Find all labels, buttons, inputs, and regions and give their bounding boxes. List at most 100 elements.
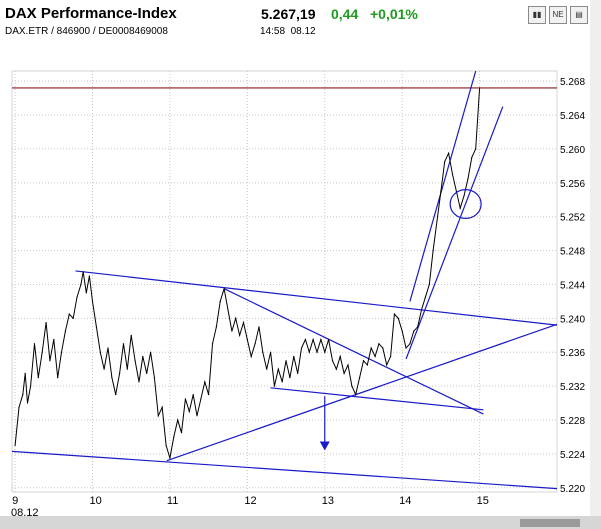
news-icon[interactable]: NE [549, 6, 567, 24]
price-point [72, 317, 74, 319]
price-point [85, 292, 87, 294]
price-point [24, 372, 26, 375]
price-point [389, 355, 392, 358]
chart-icon[interactable]: ▮▮ [528, 6, 546, 24]
price-point [126, 368, 128, 370]
price-point [115, 393, 117, 396]
price-point [478, 87, 481, 89]
price-point [173, 436, 175, 438]
price-point [26, 402, 29, 404]
price-point [405, 347, 407, 349]
price-point [269, 351, 272, 353]
price-point [14, 444, 16, 447]
price-point [324, 351, 326, 353]
price-point [153, 377, 156, 379]
price-point [180, 432, 183, 434]
price-point [88, 275, 91, 277]
price-point [111, 377, 113, 379]
price-point [95, 326, 97, 328]
price-point [347, 364, 349, 366]
index-title: DAX Performance-Index [5, 5, 177, 22]
price-point [177, 419, 179, 421]
price-point [467, 177, 469, 180]
price-point [82, 271, 84, 273]
price-point [471, 156, 473, 159]
horizontal-scrollbar[interactable] [0, 516, 601, 529]
price-point [161, 406, 163, 408]
y-tick-label: 5.224 [560, 450, 585, 461]
price-point [266, 368, 268, 370]
price-point [49, 360, 51, 362]
price-point [397, 317, 399, 319]
trend-line [409, 70, 477, 302]
price-point [169, 457, 171, 459]
price-point [165, 444, 167, 447]
price-point [273, 385, 276, 387]
trend-line [270, 387, 484, 411]
price-point [134, 360, 136, 362]
price-point [304, 338, 307, 341]
scrollbar-thumb[interactable] [520, 519, 580, 527]
price-point [328, 338, 330, 341]
price-point [238, 334, 241, 336]
price-point [223, 288, 225, 290]
price-point [200, 398, 202, 400]
price-point [231, 330, 233, 332]
price-point [440, 190, 442, 192]
price-point [277, 368, 279, 370]
price-point [382, 347, 384, 349]
price-point [242, 321, 245, 324]
y-tick-label: 5.256 [560, 179, 585, 190]
price-change-percent: +0,01% [370, 6, 418, 22]
price-point [130, 334, 132, 336]
price-point [138, 381, 140, 383]
price-point [386, 364, 388, 366]
quote-timestamp: 14:58 08.12 [260, 26, 316, 37]
price-point [142, 355, 144, 358]
table-icon[interactable]: ▤ [570, 6, 588, 24]
x-tick-label: 14 [399, 495, 411, 507]
price-point [254, 343, 256, 345]
price-point [250, 355, 252, 358]
quote-header: DAX Performance-Index DAX.ETR / 846900 /… [0, 0, 601, 46]
price-point [401, 330, 403, 332]
price-point [157, 415, 159, 417]
price-point [432, 249, 434, 252]
price-point [149, 351, 152, 353]
price-point [463, 194, 465, 197]
price-point [211, 343, 214, 345]
price-point [293, 355, 295, 358]
price-point [99, 351, 101, 353]
price-point [227, 309, 229, 311]
price-point [64, 330, 67, 332]
price-point [262, 351, 264, 353]
price-point [91, 300, 94, 303]
price-point [459, 207, 461, 209]
price-point [366, 364, 368, 366]
x-tick-label: 13 [322, 495, 334, 507]
price-point [378, 343, 380, 345]
price-point [351, 385, 353, 387]
price-point [285, 360, 287, 362]
trend-line [166, 323, 558, 462]
price-point [343, 372, 345, 375]
y-tick-label: 5.228 [560, 416, 585, 427]
price-point [444, 161, 446, 163]
price-point [335, 368, 337, 370]
price-point [451, 173, 454, 175]
price-point [37, 377, 39, 379]
price-point [146, 372, 148, 375]
price-point [409, 343, 411, 345]
price-point [355, 393, 357, 396]
price-point [246, 338, 248, 341]
price-point [475, 148, 477, 150]
price-point [331, 360, 334, 362]
dax-intraday-chart: 5.268 5.264 5.260 5.256 5.252 5.248 5.244 5.240… [11, 70, 585, 519]
price-point [103, 368, 105, 370]
price-point [60, 351, 63, 353]
y-tick-label: 5.252 [560, 213, 585, 224]
y-tick-label: 5.260 [560, 145, 585, 156]
price-point [215, 326, 217, 328]
price-point [312, 338, 314, 341]
price-point [413, 330, 415, 332]
